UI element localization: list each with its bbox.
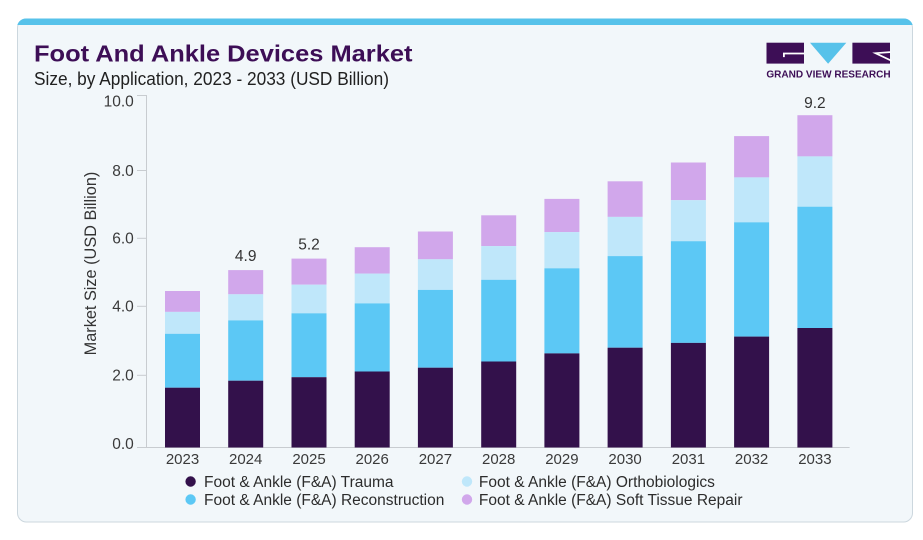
- svg-text:Foot & Ankle (F&A) Trauma: Foot & Ankle (F&A) Trauma: [204, 474, 394, 491]
- svg-text:2.0: 2.0: [112, 368, 134, 385]
- svg-text:Market Size (USD Billion): Market Size (USD Billion): [82, 172, 100, 356]
- svg-text:9.2: 9.2: [804, 95, 826, 112]
- svg-text:0.0: 0.0: [112, 436, 134, 453]
- svg-text:Foot & Ankle (F&A) Orthobiolog: Foot & Ankle (F&A) Orthobiologics: [479, 474, 715, 491]
- svg-text:2030: 2030: [608, 451, 641, 468]
- svg-text:4.0: 4.0: [112, 299, 134, 316]
- svg-text:Foot & Ankle (F&A) Soft Tissue: Foot & Ankle (F&A) Soft Tissue Repair: [479, 492, 743, 509]
- svg-text:2032: 2032: [735, 451, 768, 468]
- svg-text:2024: 2024: [229, 451, 262, 468]
- svg-text:2026: 2026: [356, 451, 389, 468]
- svg-text:2023: 2023: [166, 451, 199, 468]
- svg-text:2033: 2033: [798, 451, 831, 468]
- svg-text:10.0: 10.0: [104, 94, 135, 111]
- svg-text:GRAND VIEW RESEARCH: GRAND VIEW RESEARCH: [766, 69, 890, 80]
- svg-text:4.9: 4.9: [235, 248, 257, 265]
- svg-text:2029: 2029: [545, 451, 578, 468]
- svg-text:8.0: 8.0: [112, 163, 134, 180]
- svg-text:Foot And Ankle Devices Market: Foot And Ankle Devices Market: [34, 40, 413, 66]
- svg-text:2025: 2025: [292, 451, 325, 468]
- svg-text:2028: 2028: [482, 451, 515, 468]
- svg-text:2027: 2027: [419, 451, 452, 468]
- svg-text:5.2: 5.2: [298, 237, 320, 254]
- svg-text:Foot & Ankle (F&A) Reconstruct: Foot & Ankle (F&A) Reconstruction: [204, 492, 444, 509]
- svg-text:Size, by Application, 2023 - 2: Size, by Application, 2023 - 2033 (USD B…: [34, 69, 389, 89]
- svg-text:6.0: 6.0: [112, 231, 134, 248]
- svg-text:2031: 2031: [672, 451, 705, 468]
